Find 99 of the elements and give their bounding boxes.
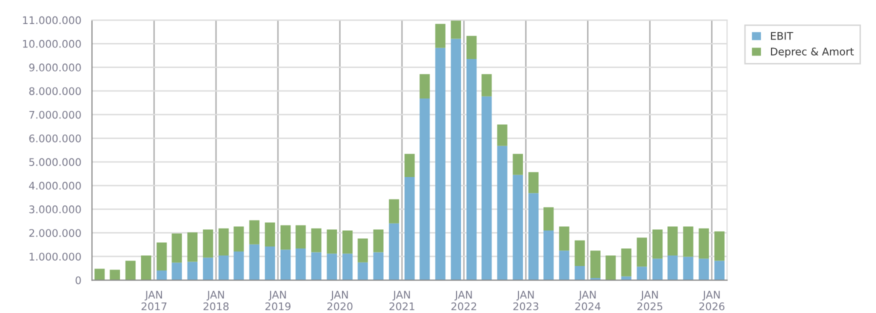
y-tick-label: 11.000.000 bbox=[23, 16, 81, 24]
bar bbox=[280, 250, 291, 280]
y-tick-label: 10.000.000 bbox=[23, 40, 81, 48]
bar bbox=[497, 146, 508, 280]
bar bbox=[326, 230, 337, 254]
bar bbox=[512, 154, 523, 175]
bar bbox=[590, 250, 600, 278]
bar bbox=[636, 238, 647, 267]
bar bbox=[388, 223, 400, 280]
bar bbox=[373, 252, 384, 280]
bar bbox=[543, 207, 554, 230]
y-tick-label: 4.000.000 bbox=[29, 182, 81, 190]
x-tick-label: JAN 2023 bbox=[513, 290, 538, 310]
bar bbox=[606, 256, 616, 280]
bar bbox=[404, 177, 415, 280]
bar bbox=[668, 226, 678, 256]
x-tick-label: JAN 2022 bbox=[451, 290, 476, 310]
bar bbox=[156, 242, 167, 270]
legend-label: EBIT bbox=[771, 32, 794, 40]
bar bbox=[683, 256, 694, 280]
bar bbox=[373, 230, 384, 252]
bar bbox=[110, 270, 120, 280]
y-tick-label: 1.000.000 bbox=[30, 252, 81, 261]
bar bbox=[543, 230, 554, 280]
bar bbox=[358, 262, 368, 280]
bar bbox=[296, 248, 306, 280]
y-tick-label: 0 bbox=[76, 276, 81, 284]
bar bbox=[482, 96, 492, 280]
bar bbox=[249, 244, 260, 280]
legend-label: Deprec & Amort bbox=[771, 48, 854, 58]
x-tick-label: JAN 2026 bbox=[699, 290, 724, 310]
bar bbox=[172, 234, 182, 263]
bar bbox=[342, 254, 353, 280]
bar bbox=[497, 124, 508, 146]
bar bbox=[156, 270, 167, 280]
y-tick-label: 5.000.000 bbox=[29, 158, 81, 166]
bar bbox=[420, 74, 430, 99]
x-tick-label: JAN 2018 bbox=[204, 290, 229, 310]
x-tick-label: JAN 2019 bbox=[265, 290, 290, 310]
bar bbox=[652, 230, 663, 259]
bar bbox=[621, 248, 632, 276]
bar bbox=[714, 231, 725, 261]
bar bbox=[512, 174, 523, 280]
bar bbox=[435, 24, 446, 48]
bar bbox=[94, 268, 105, 280]
x-tick-label: JAN 2025 bbox=[637, 290, 662, 310]
bar bbox=[388, 199, 400, 224]
bar bbox=[218, 256, 229, 280]
bar bbox=[528, 193, 539, 280]
y-tick-label: 7.000.000 bbox=[29, 110, 81, 119]
bar bbox=[574, 266, 585, 280]
bar bbox=[698, 258, 709, 280]
bar bbox=[141, 256, 152, 280]
bar bbox=[311, 252, 322, 280]
bar bbox=[652, 258, 663, 280]
bar bbox=[202, 258, 214, 280]
bar bbox=[528, 172, 539, 194]
bar bbox=[202, 230, 214, 258]
bar bbox=[420, 98, 430, 280]
y-tick-label: 8.000.000 bbox=[29, 87, 81, 96]
bar bbox=[264, 246, 276, 280]
bar bbox=[482, 74, 492, 96]
bar bbox=[125, 260, 136, 280]
bar bbox=[172, 262, 182, 280]
bar bbox=[683, 226, 694, 257]
y-tick-label: 9.000.000 bbox=[29, 64, 81, 72]
bar bbox=[311, 228, 322, 252]
bar bbox=[249, 220, 260, 244]
x-tick-label: JAN 2017 bbox=[142, 290, 166, 310]
bar bbox=[668, 256, 678, 280]
bar bbox=[466, 36, 477, 60]
bar bbox=[342, 230, 353, 254]
bar bbox=[559, 250, 570, 280]
bar bbox=[559, 226, 570, 251]
bar bbox=[698, 228, 709, 259]
x-tick-label: JAN 2021 bbox=[389, 290, 414, 310]
bar bbox=[234, 226, 244, 252]
bar bbox=[466, 59, 477, 280]
bar bbox=[404, 154, 415, 178]
bar bbox=[218, 228, 229, 256]
bar bbox=[358, 238, 368, 262]
bar bbox=[636, 266, 647, 280]
bar bbox=[264, 222, 276, 247]
y-tick-label: 6.000.000 bbox=[29, 134, 81, 142]
x-tick-label: JAN 2024 bbox=[575, 290, 600, 310]
bar bbox=[187, 262, 198, 280]
bar bbox=[450, 20, 462, 39]
bar bbox=[187, 232, 198, 262]
bar bbox=[280, 225, 291, 250]
bar bbox=[574, 240, 585, 266]
y-tick-label: 2.000.000 bbox=[29, 229, 81, 237]
bar bbox=[326, 254, 337, 280]
bar bbox=[435, 48, 446, 280]
bar bbox=[450, 38, 462, 280]
y-tick-label: 3.000.000 bbox=[29, 205, 81, 214]
bar bbox=[714, 260, 725, 280]
bar bbox=[234, 252, 244, 280]
x-tick-label: JAN 2020 bbox=[327, 290, 352, 310]
bar bbox=[296, 225, 306, 248]
